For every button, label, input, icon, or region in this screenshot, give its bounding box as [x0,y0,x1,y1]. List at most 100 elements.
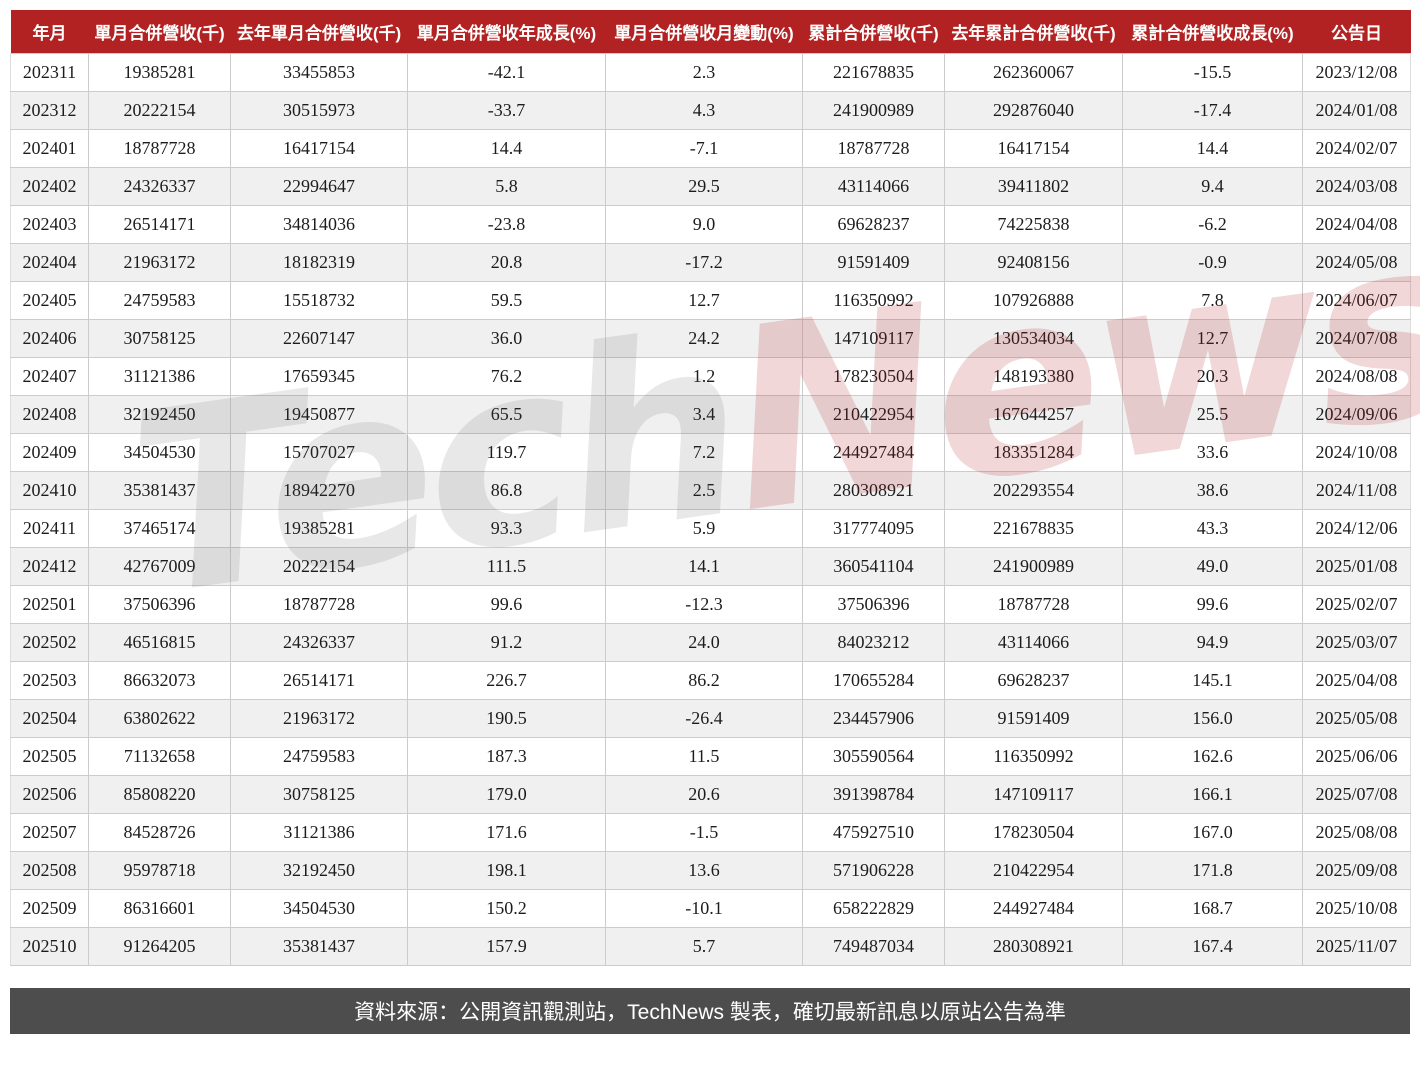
cell: 18182319 [230,242,408,282]
cell: 5.9 [605,508,803,548]
cell: 202505 [10,736,89,776]
table-row: 202411 37465174 19385281 93.3 5.9 317774095 22… [10,508,1411,548]
cell: 5.8 [407,166,606,206]
cell: 202405 [10,280,89,320]
cell: 18787728 [944,584,1123,624]
cell: 2025/05/08 [1302,698,1411,738]
cell: 19450877 [230,394,408,434]
cell: 202407 [10,356,89,396]
cell: 65.5 [407,394,606,434]
cell: 33.6 [1122,432,1303,472]
cell: 30758125 [230,774,408,814]
column-header-7: 累計合併營收成長(%) [1122,10,1303,53]
cell: 168.7 [1122,888,1303,928]
cell: 17659345 [230,356,408,396]
cell: 3.4 [605,394,803,434]
cell: 280308921 [802,470,945,510]
cell: 305590564 [802,736,945,776]
cell: 37465174 [88,508,231,548]
cell: -7.1 [605,128,803,168]
cell: 26514171 [88,204,231,244]
cell: 69628237 [944,660,1123,700]
cell: 33455853 [230,52,408,92]
cell: 20.8 [407,242,606,282]
monthly-revenue-table: 年月 單月合併營收(千) 去年單月合併營收(千) 單月合併營收年成長(%) 單月合併營收… [10,10,1411,966]
cell: 2025/08/08 [1302,812,1411,852]
table-row: 202409 34504530 15707027 119.7 7.2 244927484 1… [10,432,1411,472]
cell: 46516815 [88,622,231,662]
table-row: 202508 95978718 32192450 198.1 13.6 571906228… [10,850,1411,890]
cell: 202403 [10,204,89,244]
table-row: 202408 32192450 19450877 65.5 3.4 210422954 16… [10,394,1411,434]
cell: 37506396 [802,584,945,624]
cell: -42.1 [407,52,606,92]
cell: 145.1 [1122,660,1303,700]
cell: 202510 [10,926,89,966]
cell: 2025/10/08 [1302,888,1411,928]
cell: 2025/07/08 [1302,774,1411,814]
cell: -33.7 [407,90,606,130]
column-header-4: 單月合併營收月變動(%) [605,10,803,53]
cell: 21963172 [88,242,231,282]
cell: 43114066 [944,622,1123,662]
cell: 202401 [10,128,89,168]
column-header-8: 公告日 [1302,10,1411,53]
cell: 202293554 [944,470,1123,510]
cell: 2024/08/08 [1302,356,1411,396]
cell: 749487034 [802,926,945,966]
cell: 280308921 [944,926,1123,966]
cell: 475927510 [802,812,945,852]
cell: 86.2 [605,660,803,700]
cell: 91264205 [88,926,231,966]
cell: 12.7 [1122,318,1303,358]
cell: 19385281 [88,52,231,92]
table-row: 202404 21963172 18182319 20.8 -17.2 91591409 9… [10,242,1411,282]
cell: 167644257 [944,394,1123,434]
cell: -23.8 [407,204,606,244]
cell: 210422954 [944,850,1123,890]
cell: 20222154 [88,90,231,130]
cell: 18942270 [230,470,408,510]
cell: 74225838 [944,204,1123,244]
column-header-6: 去年累計合併營收(千) [944,10,1123,53]
cell: 29.5 [605,166,803,206]
cell: 130534034 [944,318,1123,358]
cell: 43.3 [1122,508,1303,548]
cell: 241900989 [802,90,945,130]
cell: 116350992 [802,280,945,320]
cell: 26514171 [230,660,408,700]
cell: 116350992 [944,736,1123,776]
cell: 202509 [10,888,89,928]
cell: -15.5 [1122,52,1303,92]
cell: 107926888 [944,280,1123,320]
source-footer-text: 資料來源：公開資訊觀測站，TechNews 製表，確切最新訊息以原站公告為準 [354,1000,1066,1024]
cell: 71132658 [88,736,231,776]
cell: 16417154 [230,128,408,168]
cell: 86316601 [88,888,231,928]
table-row: 202311 19385281 33455853 -42.1 2.3 221678835 2… [10,52,1411,92]
table-row: 202501 37506396 18787728 99.6 -12.3 37506396 1… [10,584,1411,624]
cell: 34504530 [230,888,408,928]
cell: 30758125 [88,318,231,358]
cell: 147109117 [944,774,1123,814]
cell: 2025/06/06 [1302,736,1411,776]
cell: 2023/12/08 [1302,52,1411,92]
cell: 202312 [10,90,89,130]
cell: 1.2 [605,356,803,396]
cell: 162.6 [1122,736,1303,776]
cell: 156.0 [1122,698,1303,738]
cell: 148193380 [944,356,1123,396]
column-header-1: 單月合併營收(千) [88,10,231,53]
table-row: 202412 42767009 20222154 111.5 14.1 360541104… [10,546,1411,586]
cell: 15707027 [230,432,408,472]
table-body: 202311 19385281 33455853 -42.1 2.3 221678835 2… [10,52,1411,966]
cell: 20222154 [230,546,408,586]
cell: 150.2 [407,888,606,928]
cell: 35381437 [230,926,408,966]
cell: 2025/09/08 [1302,850,1411,890]
cell: 210422954 [802,394,945,434]
cell: 202507 [10,812,89,852]
cell: 99.6 [407,584,606,624]
cell: 2024/05/08 [1302,242,1411,282]
cell: 25.5 [1122,394,1303,434]
